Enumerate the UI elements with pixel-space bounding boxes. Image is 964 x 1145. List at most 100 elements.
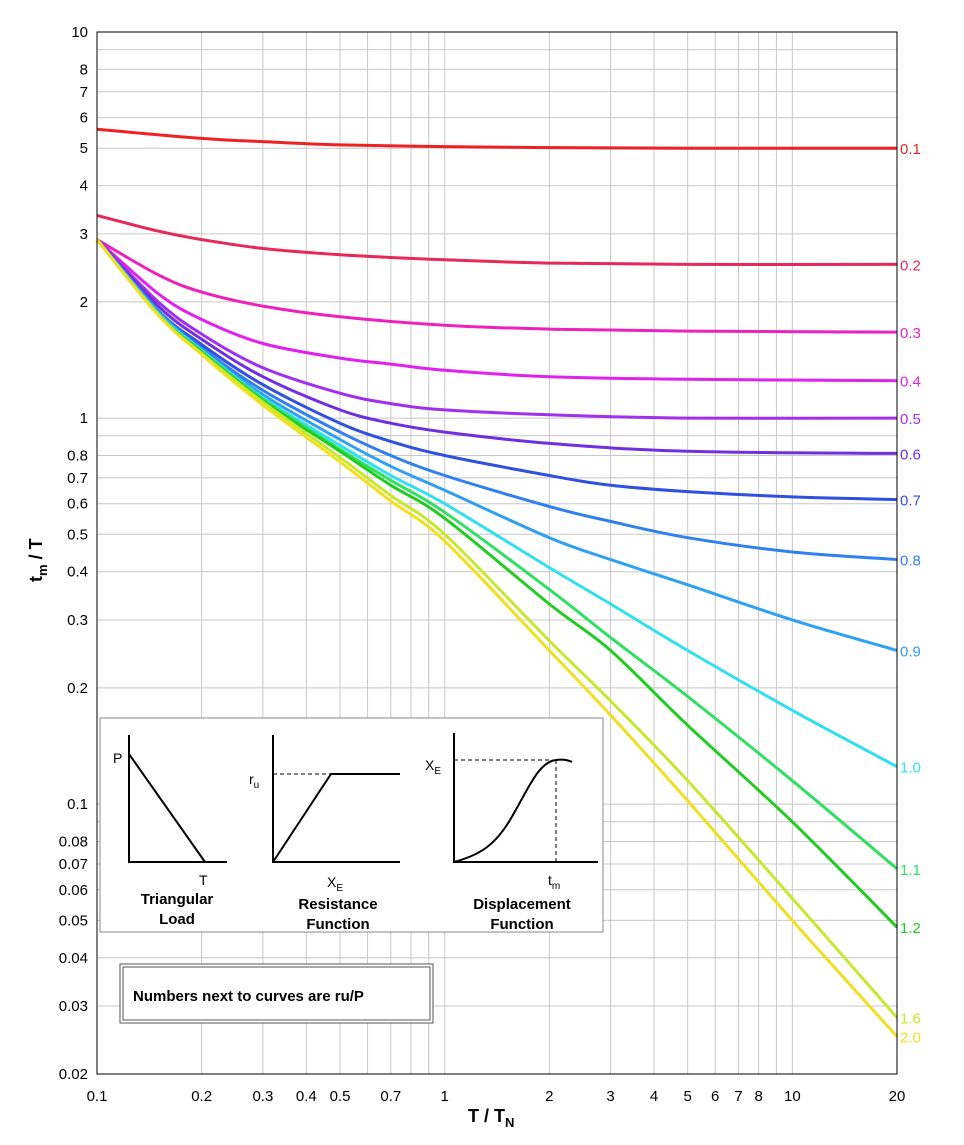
- plot-frame: [96, 31, 898, 1075]
- resistance-x-label: XE: [327, 874, 343, 894]
- y-tick-label: 0.06: [59, 882, 88, 899]
- note-box-inner: [122, 966, 431, 1021]
- y-axis-title-main: t: [26, 576, 46, 582]
- note-text: Numbers next to curves are ru/P: [133, 988, 364, 1005]
- note-box-outer: [119, 963, 434, 1024]
- y-tick-label: 0.6: [67, 496, 88, 513]
- inset-panel: P T Triangular Load ru XE Resistance Fun…: [99, 717, 604, 933]
- displacement-caption-1: Displacement: [473, 896, 571, 913]
- resistance-function-diagram: ru XE Resistance Function: [249, 735, 400, 933]
- y-axis-title-suffix: / T: [26, 538, 46, 564]
- displacement-x-label-main: t: [548, 872, 552, 888]
- curve-label-0.2: 0.2: [900, 257, 921, 274]
- series-group: [95, 127, 899, 1038]
- curve-labels: 0.1 0.2 0.3 0.4 0.5 0.6 0.7 0.8 0.9 1.0 1.1 1.2 1.6 2…: [900, 141, 921, 1046]
- x-tick-label: 3: [606, 1088, 614, 1105]
- series-line-0.2: [96, 213, 898, 267]
- displacement-x-label: tm: [548, 872, 560, 892]
- displacement-y-label-main: X: [425, 757, 435, 773]
- series-line-0.9: [95, 238, 898, 652]
- series-line-0.5: [95, 238, 898, 420]
- triangular-load-diagram: P T Triangular Load: [113, 735, 227, 928]
- y-tick-label: 3: [80, 226, 88, 243]
- y-tick-label: 0.07: [59, 856, 88, 873]
- series-line-2.0: [95, 238, 899, 1038]
- x-tick-label: 5: [684, 1088, 692, 1105]
- triangular-load-line: [128, 753, 206, 863]
- resistance-y-label-main: r: [249, 771, 254, 787]
- y-tick-label: 2: [80, 294, 88, 311]
- curve-label-2.0: 2.0: [900, 1030, 921, 1047]
- triangular-caption-2: Load: [159, 911, 195, 928]
- y-tick-label: 7: [80, 84, 88, 101]
- y-tick-label: 0.3: [67, 612, 88, 629]
- x-tick-label: 0.2: [191, 1088, 212, 1105]
- series-line-0.8: [95, 238, 898, 562]
- curve-label-0.6: 0.6: [900, 446, 921, 463]
- y-tick-label: 6: [80, 110, 88, 127]
- x-tick-label: 10: [784, 1088, 801, 1105]
- y-tick-label: 0.2: [67, 680, 88, 697]
- displacement-y-label-sub: E: [434, 766, 441, 777]
- x-axis-title-main: T / T: [468, 1106, 505, 1126]
- resistance-caption-1: Resistance: [298, 896, 377, 913]
- series-line-0.6: [95, 238, 898, 455]
- curve-label-0.3: 0.3: [900, 325, 921, 342]
- x-axis-title: T / TN: [468, 1106, 514, 1130]
- curve-label-0.7: 0.7: [900, 493, 921, 510]
- y-tick-label: 0.02: [59, 1066, 88, 1083]
- x-tick-label: 6: [711, 1088, 719, 1105]
- curve-label-0.5: 0.5: [900, 411, 921, 428]
- resistance-x-label-main: X: [327, 874, 337, 890]
- y-tick-label: 8: [80, 61, 88, 78]
- y-tick-label: 4: [80, 178, 88, 195]
- resistance-x-label-sub: E: [336, 883, 343, 894]
- x-tick-label: 0.4: [296, 1088, 317, 1105]
- curve-label-0.8: 0.8: [900, 553, 921, 570]
- curve-label-0.9: 0.9: [900, 644, 921, 661]
- y-tick-labels: 0.02 0.03 0.04 0.05 0.06 0.07 0.08 0.1 0.2 0.3 0.4…: [59, 24, 88, 1083]
- x-tick-label: 20: [889, 1088, 906, 1105]
- resistance-caption-2: Function: [306, 916, 369, 933]
- triangular-peak-label: P: [113, 750, 122, 766]
- displacement-x-label-sub: m: [552, 881, 560, 892]
- triangular-time-label: T: [199, 872, 208, 888]
- curve-label-1.1: 1.1: [900, 862, 921, 879]
- curve-label-1.2: 1.2: [900, 920, 921, 937]
- y-tick-label: 0.8: [67, 447, 88, 464]
- triangular-load-axes: [128, 735, 227, 863]
- x-tick-label: 4: [650, 1088, 658, 1105]
- curve-label-1.0: 1.0: [900, 760, 921, 777]
- y-tick-label: 1: [80, 410, 88, 427]
- x-tick-label: 7: [734, 1088, 742, 1105]
- x-tick-label: 0.7: [380, 1088, 401, 1105]
- x-tick-label: 2: [545, 1088, 553, 1105]
- curve-label-0.1: 0.1: [900, 141, 921, 158]
- resistance-y-label-sub: u: [254, 780, 260, 791]
- x-tick-label: 8: [754, 1088, 762, 1105]
- y-tick-label: 10: [71, 24, 88, 41]
- x-tick-label: 0.1: [87, 1088, 108, 1105]
- x-axis-title-sub: N: [505, 1115, 514, 1130]
- curve-label-1.6: 1.6: [900, 1011, 921, 1028]
- x-tick-label: 1: [440, 1088, 448, 1105]
- y-axis-title-sub: m: [35, 564, 50, 576]
- y-tick-label: 5: [80, 140, 88, 157]
- note-box: Numbers next to curves are ru/P: [119, 963, 434, 1024]
- series-line-0.7: [95, 238, 898, 502]
- displacement-curve: [453, 758, 573, 863]
- y-tick-label: 0.08: [59, 834, 88, 851]
- triangular-caption-1: Triangular: [141, 891, 214, 908]
- y-tick-label: 0.4: [67, 564, 88, 581]
- y-tick-label: 0.04: [59, 950, 88, 967]
- series-line-0.4: [96, 238, 898, 383]
- curve-label-0.4: 0.4: [900, 374, 921, 391]
- displacement-function-diagram: XE tm Displacement Function: [425, 733, 598, 933]
- inset-background: [99, 717, 604, 933]
- displacement-caption-2: Function: [490, 916, 553, 933]
- x-tick-label: 0.3: [252, 1088, 273, 1105]
- x-tick-label: 0.5: [330, 1088, 351, 1105]
- y-tick-label: 0.7: [67, 470, 88, 487]
- y-tick-label: 0.03: [59, 998, 88, 1015]
